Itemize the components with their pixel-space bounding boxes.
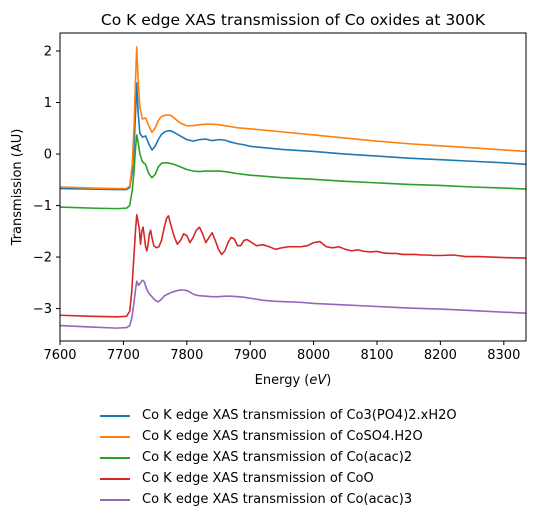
legend-item: Co K edge XAS transmission of Co(acac)2 bbox=[100, 447, 520, 468]
series-layer bbox=[59, 46, 527, 329]
legend-label: Co K edge XAS transmission of CoSO4.H2O bbox=[142, 429, 423, 444]
y-tick-label: −2 bbox=[33, 251, 52, 266]
series-line-2 bbox=[59, 46, 527, 190]
y-tick-label: −3 bbox=[33, 302, 52, 317]
x-axis-label-unit: eV bbox=[309, 373, 327, 388]
series-line-1 bbox=[59, 82, 527, 191]
x-tick-label: 8100 bbox=[360, 348, 393, 363]
legend-swatch bbox=[100, 435, 130, 438]
series-line-4 bbox=[59, 214, 527, 318]
legend: Co K edge XAS transmission of Co3(PO4)2.… bbox=[100, 405, 520, 510]
series-line-3 bbox=[59, 134, 527, 210]
x-tick-label: 8000 bbox=[297, 348, 330, 363]
legend-label: Co K edge XAS transmission of Co(acac)3 bbox=[142, 492, 413, 507]
chart-title: Co K edge XAS transmission of Co oxides … bbox=[101, 11, 486, 29]
legend-swatch bbox=[100, 498, 130, 501]
legend-item: Co K edge XAS transmission of CoSO4.H2O bbox=[100, 426, 520, 447]
legend-label: Co K edge XAS transmission of Co3(PO4)2.… bbox=[142, 408, 457, 423]
x-tick-label: 8300 bbox=[487, 348, 520, 363]
x-tick-label: 7700 bbox=[107, 348, 140, 363]
legend-label: Co K edge XAS transmission of CoO bbox=[142, 471, 374, 486]
legend-swatch bbox=[100, 456, 130, 459]
x-tick-label: 7900 bbox=[234, 348, 267, 363]
y-tick-label: 0 bbox=[44, 148, 52, 163]
y-tick-label: −1 bbox=[33, 199, 52, 214]
x-axis-label-prefix: Energy ( bbox=[255, 373, 310, 388]
legend-item: Co K edge XAS transmission of Co(acac)3 bbox=[100, 489, 520, 510]
legend-label: Co K edge XAS transmission of Co(acac)2 bbox=[142, 450, 413, 465]
x-tick-label: 8200 bbox=[424, 348, 457, 363]
series-line-5 bbox=[59, 279, 527, 329]
legend-swatch bbox=[100, 477, 130, 480]
y-tick-label: 2 bbox=[44, 45, 52, 60]
xas-line-chart: Co K edge XAS transmission of Co oxides … bbox=[10, 11, 527, 388]
x-tick-label: 7800 bbox=[170, 348, 203, 363]
legend-item: Co K edge XAS transmission of CoO bbox=[100, 468, 520, 489]
x-axis-label-suffix: ) bbox=[326, 373, 331, 388]
x-axis-label: Energy (eV) bbox=[255, 373, 332, 388]
x-axis: 7600 7700 7800 7900 8000 8100 8200 8300 bbox=[43, 341, 520, 363]
legend-item: Co K edge XAS transmission of Co3(PO4)2.… bbox=[100, 405, 520, 426]
y-axis: −3 −2 −1 0 1 2 bbox=[33, 45, 60, 317]
x-tick-label: 7600 bbox=[43, 348, 76, 363]
y-tick-label: 1 bbox=[44, 96, 52, 111]
legend-swatch bbox=[100, 414, 130, 417]
plot-area-frame bbox=[59, 32, 527, 342]
y-axis-label: Transmission (AU) bbox=[10, 129, 25, 247]
